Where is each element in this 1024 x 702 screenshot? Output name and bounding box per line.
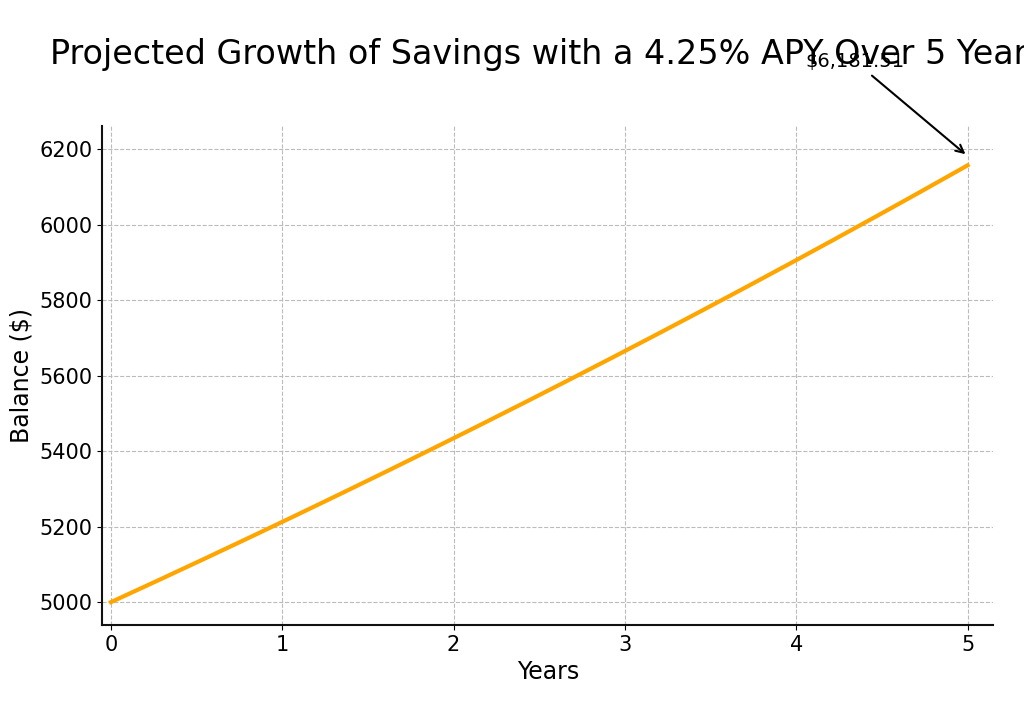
Title: Projected Growth of Savings with a 4.25% APY Over 5 Years: Projected Growth of Savings with a 4.25%…	[50, 38, 1024, 71]
X-axis label: Years: Years	[517, 660, 579, 684]
Y-axis label: Balance ($): Balance ($)	[10, 308, 34, 443]
Text: $6,181.51: $6,181.51	[806, 52, 964, 153]
